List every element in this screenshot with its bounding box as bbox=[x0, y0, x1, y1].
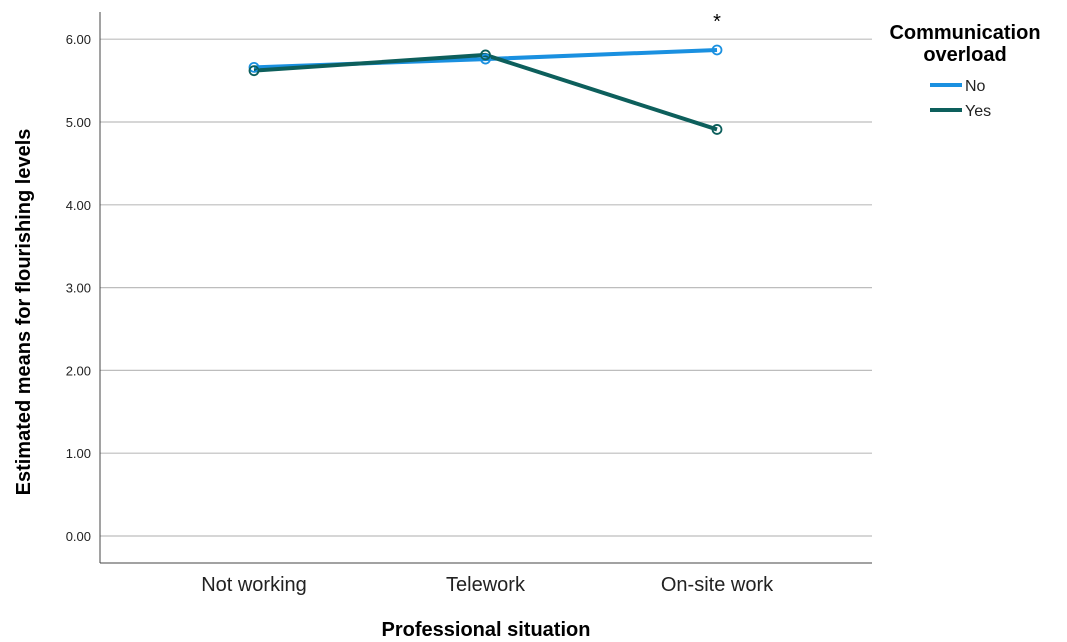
legend: Communication overload No Yes bbox=[889, 22, 1040, 120]
data-points bbox=[248, 44, 723, 135]
y-tick-labels: 0.00 1.00 2.00 3.00 4.00 5.00 6.00 bbox=[66, 32, 91, 544]
x-tick-labels: Not working Telework On-site work bbox=[201, 574, 774, 596]
legend-title: Communication overload bbox=[889, 22, 1040, 66]
y-tick-label: 3.00 bbox=[66, 281, 91, 296]
y-axis-title: Estimated means for flourishing levels bbox=[13, 129, 35, 496]
y-tick-label: 2.00 bbox=[66, 363, 91, 378]
y-tick-label: 1.00 bbox=[66, 446, 91, 461]
legend-label-no: No bbox=[965, 78, 986, 95]
y-tick-label: 5.00 bbox=[66, 115, 91, 130]
series-lines bbox=[253, 47, 718, 132]
legend-label-yes: Yes bbox=[965, 103, 991, 120]
x-tick-label: On-site work bbox=[661, 574, 774, 596]
x-axis-title: Professional situation bbox=[382, 619, 591, 641]
data-point-yes bbox=[480, 49, 491, 61]
data-point-yes bbox=[711, 124, 723, 135]
x-tick-label: Not working bbox=[201, 574, 307, 596]
annotations: * bbox=[713, 11, 721, 33]
data-point-no bbox=[480, 53, 491, 65]
series-line-yes bbox=[253, 52, 718, 132]
data-point-no bbox=[711, 44, 723, 56]
data-point-no bbox=[248, 61, 260, 73]
axes bbox=[99, 12, 872, 564]
significance-marker: * bbox=[713, 11, 721, 33]
gridlines bbox=[100, 38, 872, 537]
data-point-yes bbox=[248, 65, 260, 77]
y-tick-label: 4.00 bbox=[66, 198, 91, 213]
y-tick-label: 0.00 bbox=[66, 529, 91, 544]
y-tick-label: 6.00 bbox=[66, 32, 91, 47]
x-tick-label: Telework bbox=[446, 574, 526, 596]
